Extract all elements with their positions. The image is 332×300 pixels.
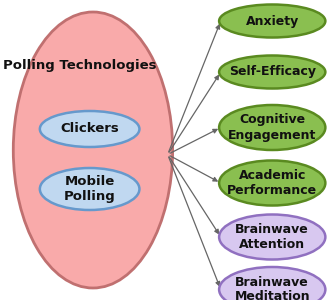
Ellipse shape (219, 105, 325, 150)
Ellipse shape (13, 12, 173, 288)
Text: Clickers: Clickers (60, 122, 119, 136)
Ellipse shape (40, 168, 139, 210)
Text: Brainwave
Meditation: Brainwave Meditation (234, 275, 310, 300)
Ellipse shape (219, 214, 325, 260)
Ellipse shape (219, 267, 325, 300)
Ellipse shape (40, 111, 139, 147)
Text: Polling Technologies: Polling Technologies (3, 59, 156, 73)
Text: Self-Efficacy: Self-Efficacy (229, 65, 316, 79)
Text: Academic
Performance: Academic Performance (227, 169, 317, 197)
Ellipse shape (219, 4, 325, 38)
Text: Cognitive
Engagement: Cognitive Engagement (228, 113, 316, 142)
Text: Brainwave
Attention: Brainwave Attention (235, 223, 309, 251)
Ellipse shape (219, 56, 325, 88)
Text: Anxiety: Anxiety (246, 14, 299, 28)
Ellipse shape (219, 160, 325, 206)
Text: Mobile
Polling: Mobile Polling (64, 175, 116, 203)
